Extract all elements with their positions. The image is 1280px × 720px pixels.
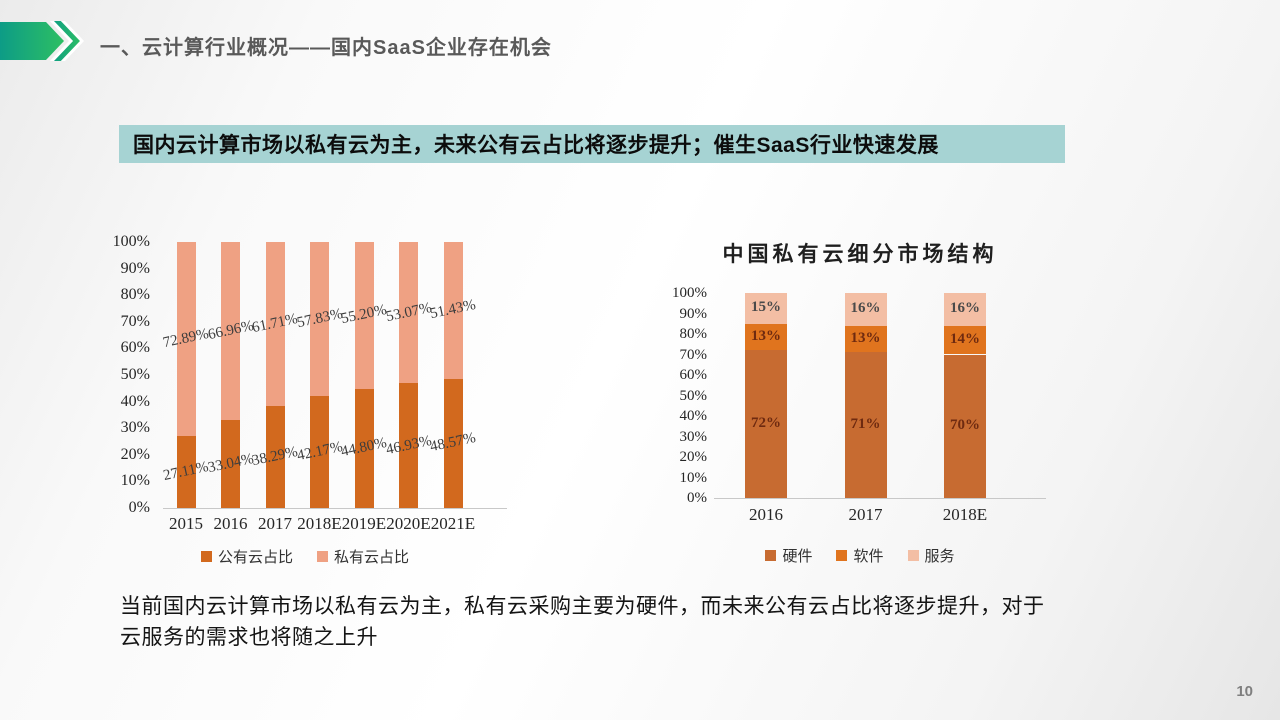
bar-value-label: 13% [751, 328, 781, 345]
y-tick-label: 0% [687, 490, 707, 506]
legend-item: 私有云占比 [317, 546, 409, 567]
chart-legend: 公有云占比 私有云占比 [100, 546, 510, 567]
legend-swatch [200, 551, 212, 562]
legend-swatch [907, 550, 919, 561]
legend-item: 公有云占比 [200, 546, 293, 567]
bar-segment [221, 242, 240, 421]
y-tick-label: 40% [120, 392, 150, 410]
x-axis-label: 2018E [942, 505, 988, 524]
legend-swatch [317, 551, 328, 562]
bar-value-label: 16% [850, 300, 881, 317]
y-tick-label: 20% [679, 449, 708, 465]
y-tick-label: 60% [120, 339, 150, 357]
arrow-logo-icon [0, 21, 85, 61]
y-tick-label: 100% [112, 233, 150, 250]
y-tick-label: 70% [679, 346, 708, 363]
bar-segment [844, 352, 887, 498]
subtitle-text: 国内云计算市场以私有云为主，未来公有云占比将逐步提升；催生SaaS行业快速发展 [133, 134, 939, 157]
subtitle-banner: 国内云计算市场以私有云为主，未来公有云占比将逐步提升；催生SaaS行业快速发展 [119, 125, 1065, 163]
bar-segment [354, 388, 374, 508]
bar-value-label: 72% [751, 415, 781, 432]
y-tick-label: 10% [679, 469, 708, 486]
x-axis-label: 2015 [169, 514, 203, 533]
bar-segment [176, 435, 196, 508]
bar-segment [745, 323, 787, 351]
bar-segment [944, 293, 986, 326]
y-tick-label: 30% [679, 428, 708, 445]
x-axis-label: 2017 [848, 505, 883, 524]
x-axis-label: 2016 [213, 514, 248, 533]
y-tick-label: 0% [128, 499, 150, 516]
legend-label: 私有云占比 [334, 550, 410, 566]
y-tick-label: 60% [679, 367, 708, 383]
private-cloud-structure-chart: 中国私有云细分市场结构 0% 10% 20% 30% 40% 50% 60% 70% 80% 90%… [655, 228, 1065, 580]
page-title: 一、云计算行业概况——国内SaaS企业存在机会 [100, 37, 552, 59]
y-tick-label: 80% [120, 286, 150, 304]
bar-segment [844, 293, 887, 326]
x-axis-line [714, 498, 1046, 499]
bar-segment [221, 420, 240, 508]
bar-segment [844, 325, 887, 353]
bar-segment [944, 325, 986, 355]
chart-legend: 硬件 软件 服务 [655, 545, 1065, 566]
bar-segment [443, 378, 463, 508]
bar-segment [176, 242, 196, 436]
legend-item: 硬件 [765, 545, 812, 566]
x-axis-label: 2019E [341, 514, 387, 533]
bar-segment [310, 395, 329, 508]
bar-segment [745, 293, 787, 324]
bar-segment [745, 350, 787, 498]
bar-value-label: 46.93% [384, 432, 433, 458]
legend-item: 服务 [907, 545, 955, 566]
y-tick-label: 50% [679, 387, 708, 404]
cloud-share-stacked-bar-chart: 0% 10% 20% 30% 40% 50% 60% 70% 80% 90% 100% 27.11% 7… [100, 228, 510, 580]
x-axis-label: 2020E [386, 514, 431, 533]
bar-segment [265, 406, 285, 508]
bar-value-label: 16% [950, 300, 980, 317]
x-axis-label: 2018E [297, 514, 342, 533]
y-tick-label: 100% [672, 285, 707, 301]
bar-value-label: 15% [751, 299, 781, 316]
x-axis-line [163, 508, 507, 509]
y-tick-label: 70% [120, 312, 150, 330]
bar-value-label: 14% [950, 331, 980, 348]
legend-label: 软件 [853, 549, 884, 565]
bar-value-label: 13% [850, 330, 881, 347]
y-tick-label: 10% [120, 472, 150, 490]
bar-segment [265, 242, 285, 407]
x-axis-label: 2021E [430, 514, 476, 533]
bar-value-label: 70% [950, 417, 980, 434]
chart-title: 中国私有云细分市场结构 [722, 242, 998, 266]
bar-segment [399, 242, 418, 384]
y-tick-label: 80% [679, 326, 708, 342]
y-tick-label: 20% [120, 445, 150, 463]
legend-label: 硬件 [782, 549, 813, 565]
legend-swatch [836, 550, 848, 561]
commentary-text: 当前国内云计算市场以私有云为主，私有云采购主要为硬件，而未来公有云占比将逐步提升… [120, 595, 1045, 649]
bar-segment [310, 242, 329, 396]
y-tick-label: 30% [120, 419, 150, 437]
y-tick-label: 90% [120, 259, 150, 277]
y-tick-label: 50% [120, 366, 150, 383]
bar-segment [354, 242, 374, 389]
legend-item: 软件 [836, 545, 884, 566]
x-axis-label: 2016 [749, 505, 783, 524]
bar-value-label: 53.07% [384, 299, 433, 325]
legend-swatch [765, 550, 777, 561]
x-axis-label: 2017 [258, 514, 292, 533]
y-tick-label: 40% [679, 408, 708, 424]
page-number: 10 [1236, 683, 1253, 700]
bar-segment [944, 354, 986, 498]
bar-value-label: 71% [850, 416, 881, 433]
bar-segment [443, 242, 463, 379]
y-tick-label: 90% [679, 305, 708, 322]
legend-label: 服务 [924, 549, 955, 565]
legend-label: 公有云占比 [217, 550, 293, 566]
bar-segment [399, 383, 418, 508]
